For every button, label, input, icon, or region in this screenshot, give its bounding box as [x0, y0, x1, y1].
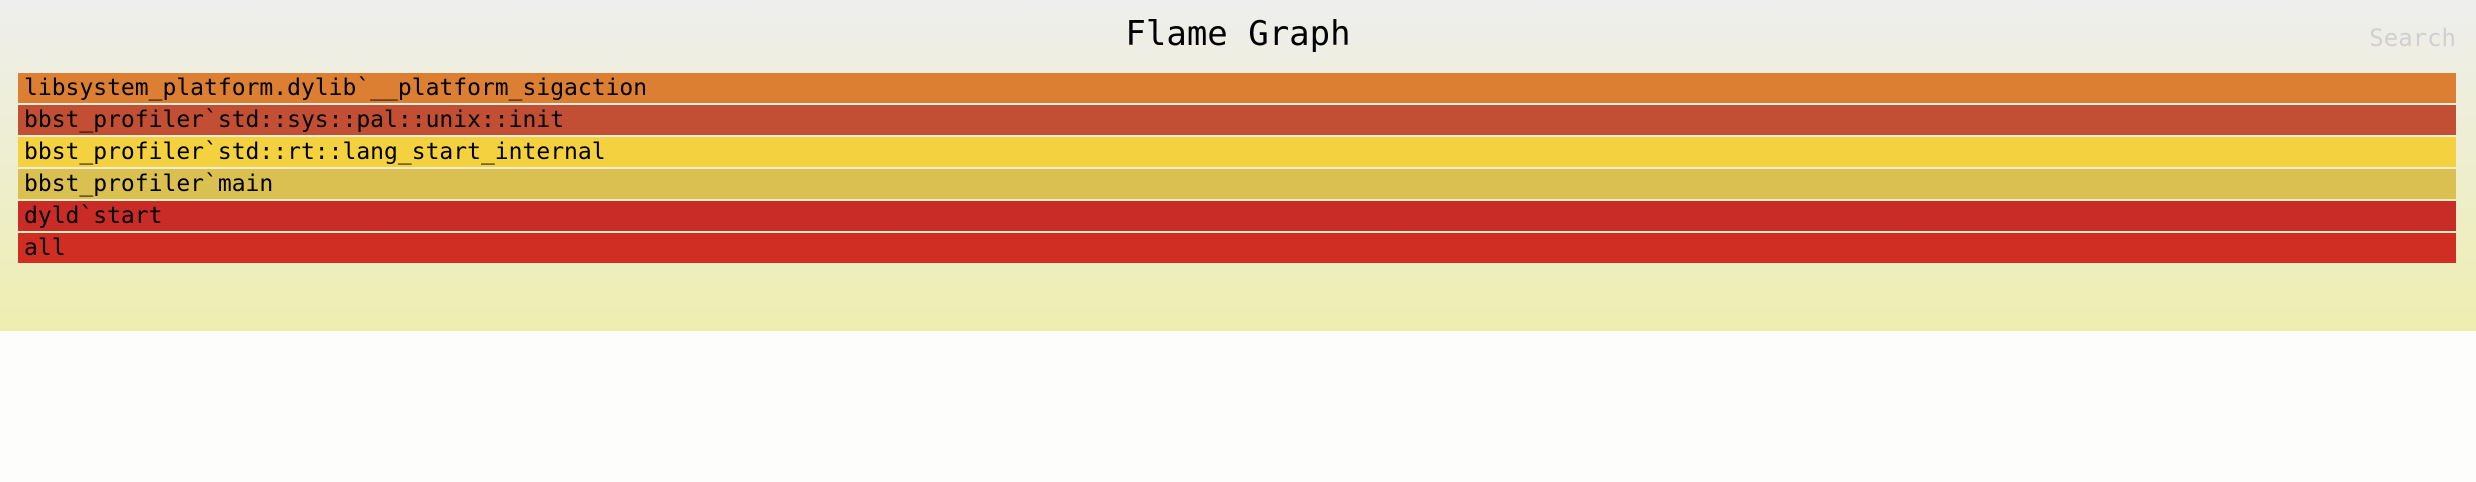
- flame-frame-label: dyld`start: [24, 203, 163, 229]
- flame-frame-label: bbst_profiler`main: [24, 171, 274, 197]
- flame-frame-label: bbst_profiler`std::rt::lang_start_intern…: [24, 139, 606, 165]
- flame-frame[interactable]: bbst_profiler`std::sys::pal::unix::init: [18, 105, 2456, 135]
- flame-frame-label: bbst_profiler`std::sys::pal::unix::init: [24, 107, 565, 133]
- flame-frame[interactable]: all: [18, 233, 2456, 263]
- flame-frame[interactable]: libsystem_platform.dylib`__platform_siga…: [18, 73, 2456, 103]
- flame-frame-label: all: [24, 235, 66, 261]
- empty-area: [0, 331, 2476, 482]
- flame-graph-panel: Flame Graph Search all dyld`start bbst_pro…: [0, 0, 2476, 331]
- flame-frame[interactable]: dyld`start: [18, 201, 2456, 231]
- flame-frame[interactable]: bbst_profiler`std::rt::lang_start_intern…: [18, 137, 2456, 167]
- chart-title: Flame Graph: [1125, 14, 1351, 54]
- flame-frame[interactable]: bbst_profiler`main: [18, 169, 2456, 199]
- flame-frame-label: libsystem_platform.dylib`__platform_siga…: [24, 75, 648, 101]
- search-button[interactable]: Search: [2369, 24, 2456, 52]
